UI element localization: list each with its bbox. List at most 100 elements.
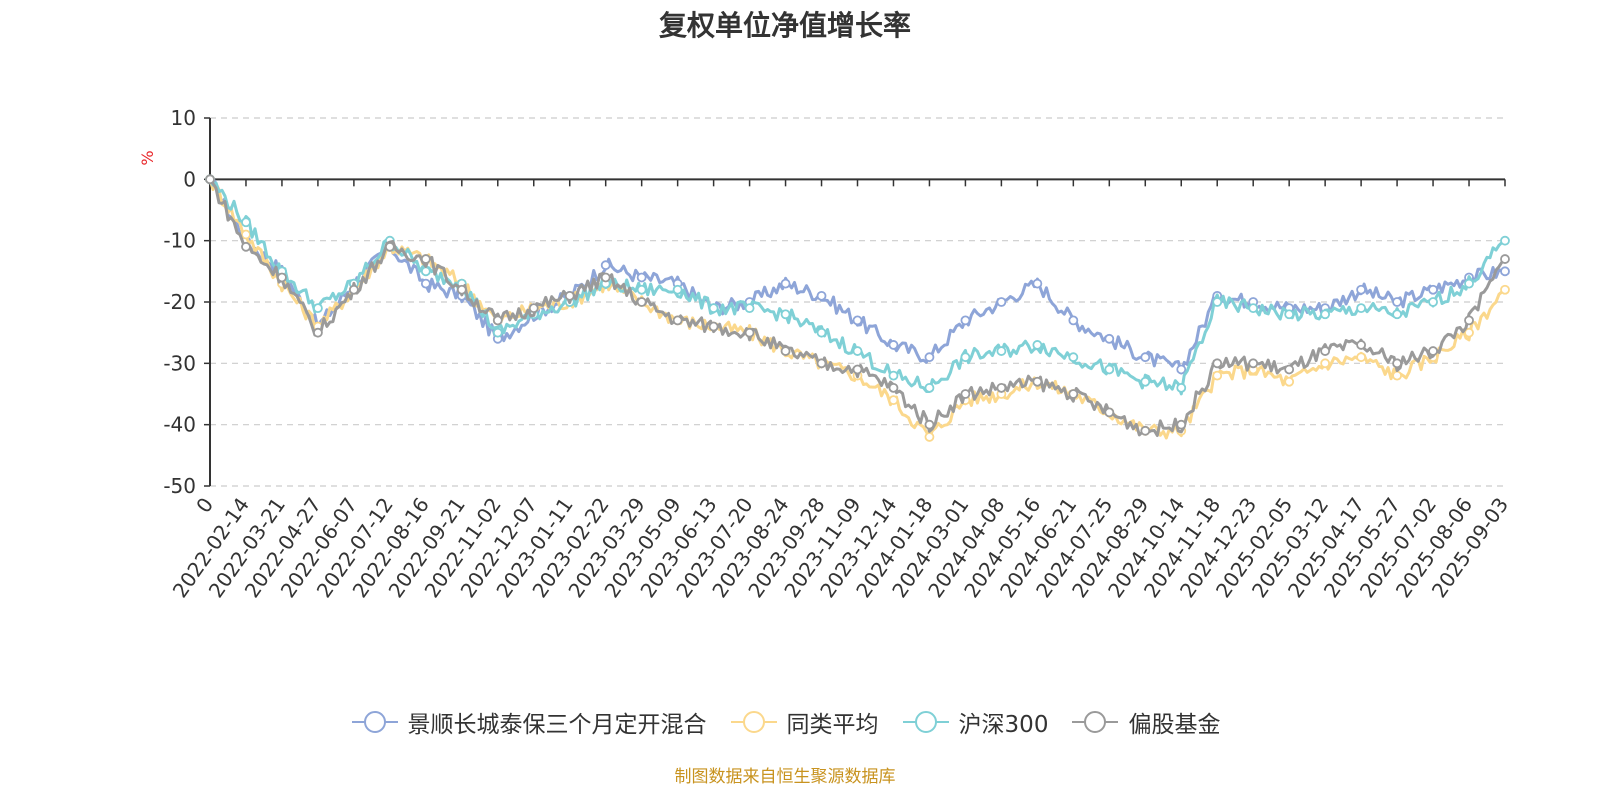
data-point (744, 303, 755, 314)
y-tick-label: -30 (163, 351, 196, 375)
data-point (1392, 358, 1402, 369)
data-point (672, 284, 683, 295)
data-point (492, 315, 503, 326)
data-point (888, 395, 899, 406)
data-point (1068, 389, 1079, 399)
data-point (924, 382, 935, 393)
data-point (348, 284, 359, 295)
data-point (1176, 419, 1187, 430)
y-axis-unit: % (138, 150, 157, 165)
data-point (1428, 297, 1438, 307)
data-point (1464, 278, 1474, 289)
data-point (313, 303, 323, 314)
data-point (1104, 407, 1115, 418)
grid-lines (210, 117, 1505, 487)
y-tick-label: -10 (163, 229, 196, 253)
data-point (636, 272, 647, 283)
data-point (924, 419, 935, 430)
legend-marker-icon (351, 711, 398, 733)
data-point (528, 303, 539, 314)
data-point (1032, 376, 1043, 387)
data-point (636, 297, 647, 307)
series-line (209, 177, 1506, 375)
legend-item[interactable]: 同类平均 (729, 705, 879, 739)
legend-marker-icon (1072, 711, 1119, 733)
data-point (420, 266, 431, 277)
data-point (924, 352, 935, 363)
data-point (1320, 309, 1331, 320)
data-point (564, 290, 575, 301)
data-point (708, 303, 719, 314)
data-point (205, 174, 215, 185)
data-point (1212, 297, 1223, 307)
legend-item[interactable]: 沪深300 (901, 705, 1049, 739)
data-point (1248, 303, 1259, 314)
data-point (313, 327, 323, 338)
data-point (1104, 333, 1115, 344)
data-point (1356, 303, 1367, 314)
legend-label: 同类平均 (786, 712, 879, 738)
data-point (1320, 346, 1331, 356)
data-point (960, 352, 971, 363)
data-point (1284, 309, 1295, 320)
data-point (816, 358, 827, 369)
data-point (888, 370, 899, 381)
legend-item[interactable]: 偏股基金 (1070, 705, 1220, 739)
data-point (600, 260, 611, 271)
data-point (1464, 327, 1474, 338)
data-point (1428, 284, 1438, 295)
data-point (420, 278, 431, 289)
data-point (1500, 266, 1510, 277)
legend-label: 偏股基金 (1128, 712, 1221, 738)
data-point (816, 327, 827, 338)
data-point (1284, 364, 1295, 375)
legend-label: 沪深300 (958, 712, 1049, 738)
data-point (1068, 352, 1079, 363)
data-point (1356, 284, 1367, 295)
data-point (1464, 315, 1474, 326)
line-chart: 10 0 -10 -20 -30 -40 -50% 02022-02-142022-03-2… (138, 106, 1513, 602)
data-point (996, 382, 1007, 393)
data-point (996, 297, 1007, 307)
data-point (852, 315, 863, 326)
data-point (1392, 309, 1402, 320)
data-point (996, 346, 1007, 356)
data-point (888, 340, 899, 350)
source-note: 制图数据来自恒生聚源数据库 (674, 767, 896, 787)
x-tick-labels: 02022-02-142022-03-212022-04-272022-06-0… (168, 493, 1513, 602)
chart-title: 复权单位净值增长率 (658, 9, 911, 42)
data-point (600, 272, 611, 283)
data-point (277, 272, 287, 283)
data-point (1392, 370, 1402, 381)
data-point (816, 290, 827, 301)
data-point (1140, 352, 1151, 363)
data-point (1356, 340, 1367, 350)
data-point (780, 346, 791, 356)
data-point (672, 315, 683, 326)
y-tick-label: 0 (183, 167, 196, 191)
y-tick-label: -50 (163, 474, 196, 498)
data-point (780, 278, 791, 289)
data-point (924, 432, 935, 442)
data-point (1500, 254, 1510, 264)
legend-marker-icon (902, 711, 949, 733)
data-point (241, 241, 251, 252)
data-point (852, 346, 863, 356)
data-point (852, 364, 863, 375)
data-point (1176, 382, 1187, 393)
data-point (241, 217, 251, 228)
legend-item[interactable]: 景顺长城泰保三个月定开混合 (350, 705, 707, 739)
data-point (1428, 346, 1438, 356)
x-tick-label: 0 (191, 493, 218, 517)
data-point (1320, 358, 1331, 369)
series-lines (205, 174, 1510, 442)
data-point (1032, 278, 1043, 289)
data-point (1140, 376, 1151, 387)
data-point (492, 327, 503, 338)
data-point (708, 321, 719, 332)
data-point (1500, 284, 1510, 295)
data-point (636, 284, 647, 295)
data-point (960, 389, 971, 399)
data-point (888, 382, 899, 393)
data-point (1032, 340, 1043, 350)
